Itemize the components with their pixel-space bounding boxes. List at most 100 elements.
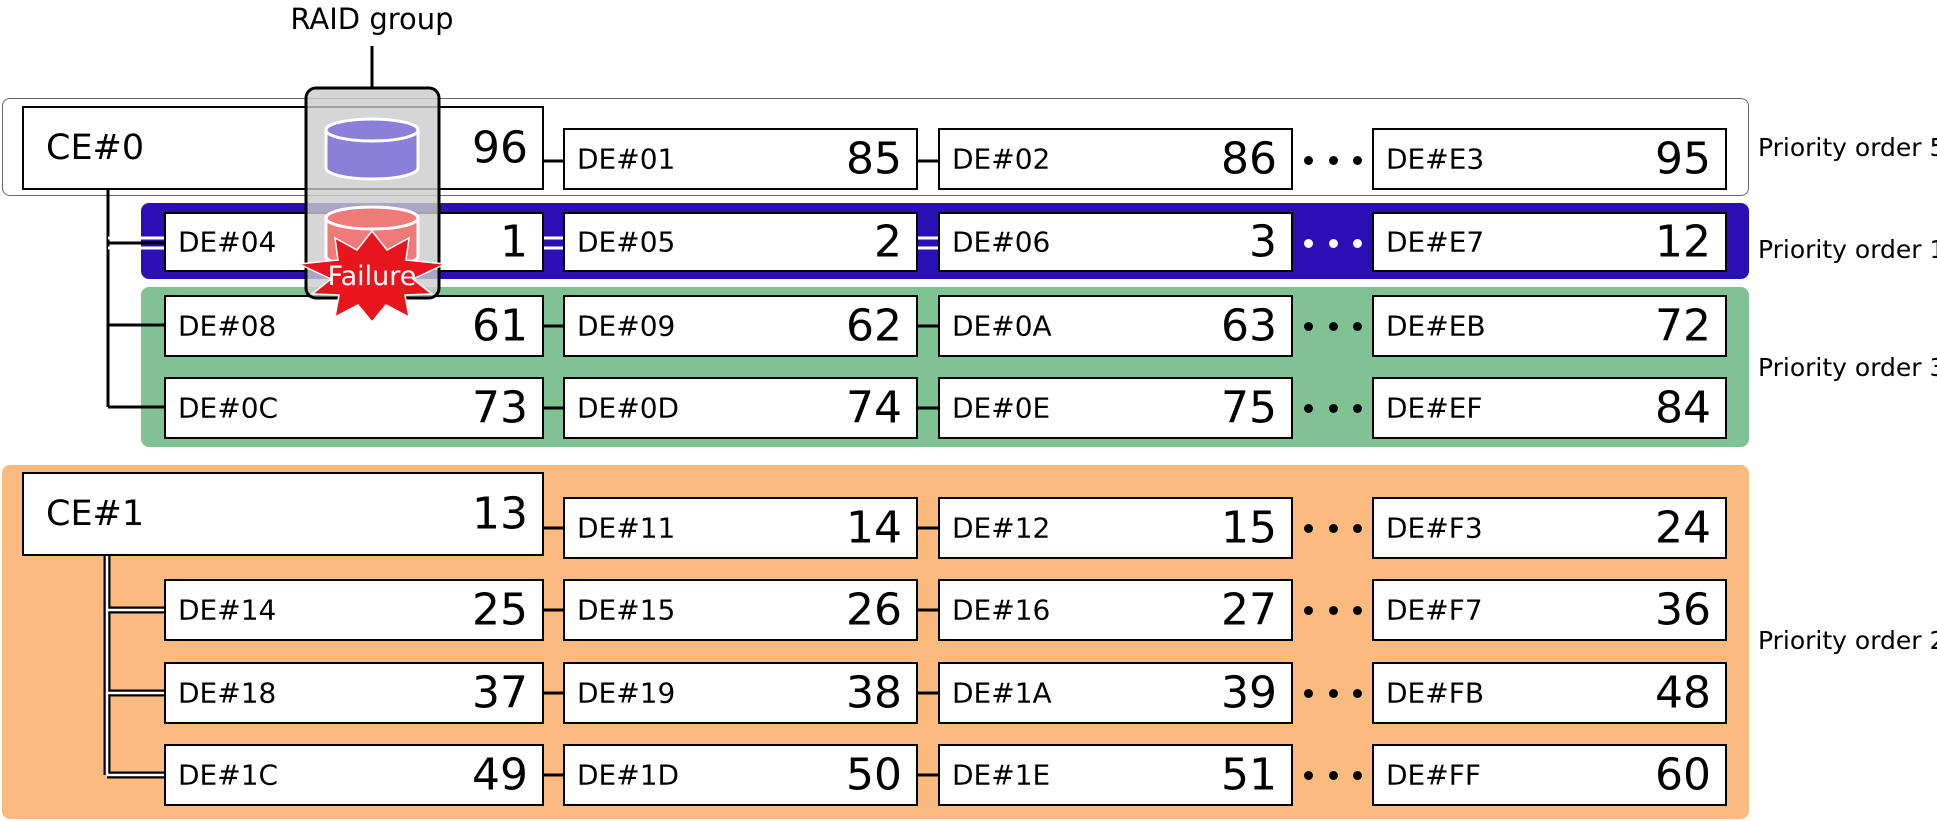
de-value: 51 — [1221, 749, 1277, 801]
de-value: 1 — [500, 216, 528, 268]
de-box: DE#11 14 — [563, 497, 918, 559]
de-value: 25 — [472, 584, 528, 636]
de-box: DE#0D 74 — [563, 377, 918, 439]
de-value: 50 — [846, 749, 902, 801]
de-box: DE#15 26 — [563, 579, 918, 641]
de-label: DE#11 — [577, 511, 676, 545]
de-box: DE#0A 63 — [938, 295, 1293, 357]
de-label: DE#FB — [1386, 676, 1485, 710]
de-label: DE#1E — [952, 758, 1051, 792]
de-label: DE#18 — [178, 676, 277, 710]
priority-label-5: Priority order 5 — [1758, 133, 1937, 162]
de-value: 85 — [846, 133, 902, 185]
de-box: DE#16 27 — [938, 579, 1293, 641]
de-value: 12 — [1655, 216, 1711, 268]
de-value: 49 — [472, 749, 528, 801]
de-box: DE#19 38 — [563, 662, 918, 724]
ellipsis-dots — [1304, 522, 1362, 534]
de-value: 75 — [1221, 382, 1277, 434]
failure-burst-icon — [296, 229, 448, 324]
de-label: DE#F7 — [1386, 593, 1483, 627]
disk-icon — [324, 117, 420, 181]
de-box: DE#E3 95 — [1372, 128, 1727, 190]
de-box: DE#18 37 — [164, 662, 544, 724]
de-label: DE#0A — [952, 309, 1052, 343]
de-label: DE#08 — [178, 309, 277, 343]
de-box: DE#F7 36 — [1372, 579, 1727, 641]
de-label: DE#12 — [952, 511, 1051, 545]
priority-label-1: Priority order 1 — [1758, 235, 1937, 264]
ellipsis-dots — [1304, 769, 1362, 781]
de-value: 60 — [1655, 749, 1711, 801]
de-value: 14 — [846, 502, 902, 554]
de-box: DE#E7 12 — [1372, 212, 1727, 272]
de-value: 3 — [1249, 216, 1277, 268]
de-label: DE#0C — [178, 391, 279, 425]
de-label: DE#E3 — [1386, 142, 1485, 176]
de-box: DE#1D 50 — [563, 744, 918, 806]
de-box: DE#0C 73 — [164, 377, 544, 439]
de-value: 48 — [1655, 667, 1711, 719]
ce1-label: CE#1 — [46, 494, 145, 534]
ellipsis-dots — [1304, 687, 1362, 699]
de-box: DE#06 3 — [938, 212, 1293, 272]
ce0-box: CE#0 96 — [22, 106, 544, 190]
de-box: DE#02 86 — [938, 128, 1293, 190]
ellipsis-dots — [1304, 604, 1362, 616]
de-label: DE#16 — [952, 593, 1051, 627]
de-label: DE#09 — [577, 309, 676, 343]
de-label: DE#EB — [1386, 309, 1486, 343]
de-value: 95 — [1655, 133, 1711, 185]
ellipsis-dots — [1304, 320, 1362, 332]
de-value: 2 — [874, 216, 902, 268]
de-box: DE#FB 48 — [1372, 662, 1727, 724]
de-value: 27 — [1221, 584, 1277, 636]
de-label: DE#06 — [952, 225, 1051, 259]
de-label: DE#19 — [577, 676, 676, 710]
de-value: 72 — [1655, 300, 1711, 352]
de-value: 73 — [472, 382, 528, 434]
de-label: DE#14 — [178, 593, 277, 627]
de-label: DE#1A — [952, 676, 1052, 710]
ce0-value: 96 — [472, 122, 528, 174]
de-box: DE#1E 51 — [938, 744, 1293, 806]
de-value: 39 — [1221, 667, 1277, 719]
de-box: DE#0E 75 — [938, 377, 1293, 439]
de-label: DE#02 — [952, 142, 1051, 176]
de-value: 62 — [846, 300, 902, 352]
de-box: DE#1A 39 — [938, 662, 1293, 724]
ce1-box: CE#1 13 — [22, 472, 544, 556]
ellipsis-dots — [1304, 402, 1362, 414]
de-box: DE#14 25 — [164, 579, 544, 641]
de-label: DE#E7 — [1386, 225, 1485, 259]
de-label: DE#0E — [952, 391, 1051, 425]
priority-label-2: Priority order 2 — [1758, 626, 1937, 655]
de-box: DE#09 62 — [563, 295, 918, 357]
de-box: DE#FF 60 — [1372, 744, 1727, 806]
de-value: 84 — [1655, 382, 1711, 434]
de-label: DE#04 — [178, 225, 277, 259]
de-box: DE#EF 84 — [1372, 377, 1727, 439]
de-value: 86 — [1221, 133, 1277, 185]
de-value: 26 — [846, 584, 902, 636]
de-label: DE#05 — [577, 225, 676, 259]
de-value: 37 — [472, 667, 528, 719]
de-label: DE#1D — [577, 758, 680, 792]
de-value: 24 — [1655, 502, 1711, 554]
de-label: DE#01 — [577, 142, 676, 176]
de-label: DE#15 — [577, 593, 676, 627]
de-box: DE#1C 49 — [164, 744, 544, 806]
de-value: 74 — [846, 382, 902, 434]
de-label: DE#EF — [1386, 391, 1483, 425]
de-box: DE#EB 72 — [1372, 295, 1727, 357]
de-value: 15 — [1221, 502, 1277, 554]
ellipsis-dots — [1304, 154, 1362, 166]
de-label: DE#1C — [178, 758, 279, 792]
ce1-value: 13 — [472, 488, 528, 540]
raid-group-title: RAID group — [290, 2, 454, 36]
de-value: 61 — [472, 300, 528, 352]
de-box: DE#12 15 — [938, 497, 1293, 559]
de-value: 36 — [1655, 584, 1711, 636]
